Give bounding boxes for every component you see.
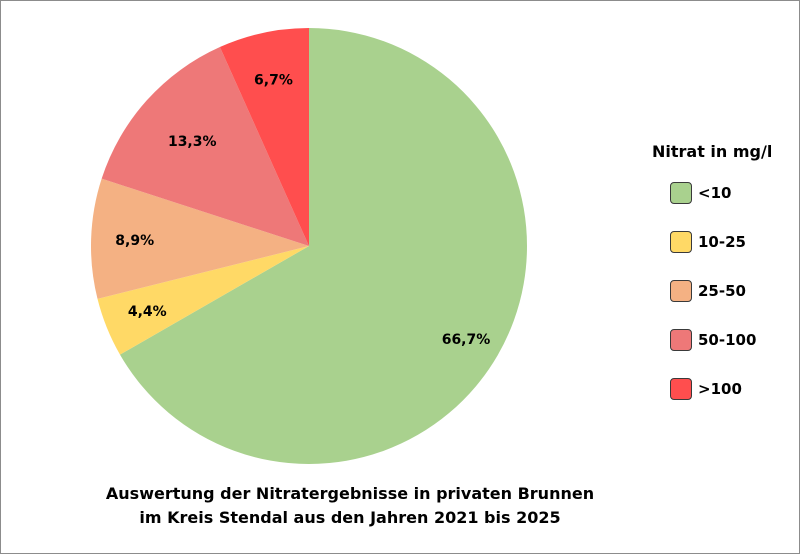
legend-label: 25-50 — [698, 282, 746, 300]
legend-swatch — [670, 378, 692, 400]
legend: Nitrat in mg/l <10 10-25 25-50 50-100 >100 — [652, 142, 772, 426]
legend-label: <10 — [698, 184, 732, 202]
legend-label: >100 — [698, 380, 742, 398]
legend-title: Nitrat in mg/l — [652, 142, 773, 161]
legend-swatch — [670, 329, 692, 351]
chart-title-line-2: im Kreis Stendal aus den Jahren 2021 bis… — [139, 508, 561, 527]
legend-item: <10 — [670, 181, 772, 205]
pie-slice-2 — [90, 178, 309, 299]
legend-label: 50-100 — [698, 331, 757, 349]
data-label-1: 4,4% — [128, 304, 167, 320]
pie-slice-0 — [119, 28, 528, 464]
legend-swatch — [670, 231, 692, 253]
legend-label: 10-25 — [698, 233, 746, 251]
pie-slice-1 — [97, 246, 309, 355]
data-label-2: 8,9% — [115, 233, 154, 249]
legend-item: >100 — [670, 377, 772, 401]
chart-title: Auswertung der Nitratergebnisse in priva… — [60, 482, 640, 530]
pie-slice-3 — [101, 47, 309, 246]
data-label-3: 13,3% — [168, 134, 217, 150]
legend-swatch — [670, 280, 692, 302]
data-label-0: 66,7% — [442, 332, 491, 348]
legend-swatch — [670, 182, 692, 204]
data-label-4: 6,7% — [254, 73, 293, 89]
pie-slice-4 — [219, 28, 309, 246]
legend-item: 10-25 — [670, 230, 772, 254]
chart-title-line-1: Auswertung der Nitratergebnisse in priva… — [105, 484, 595, 503]
legend-item: 50-100 — [670, 328, 772, 352]
legend-item: 25-50 — [670, 279, 772, 303]
